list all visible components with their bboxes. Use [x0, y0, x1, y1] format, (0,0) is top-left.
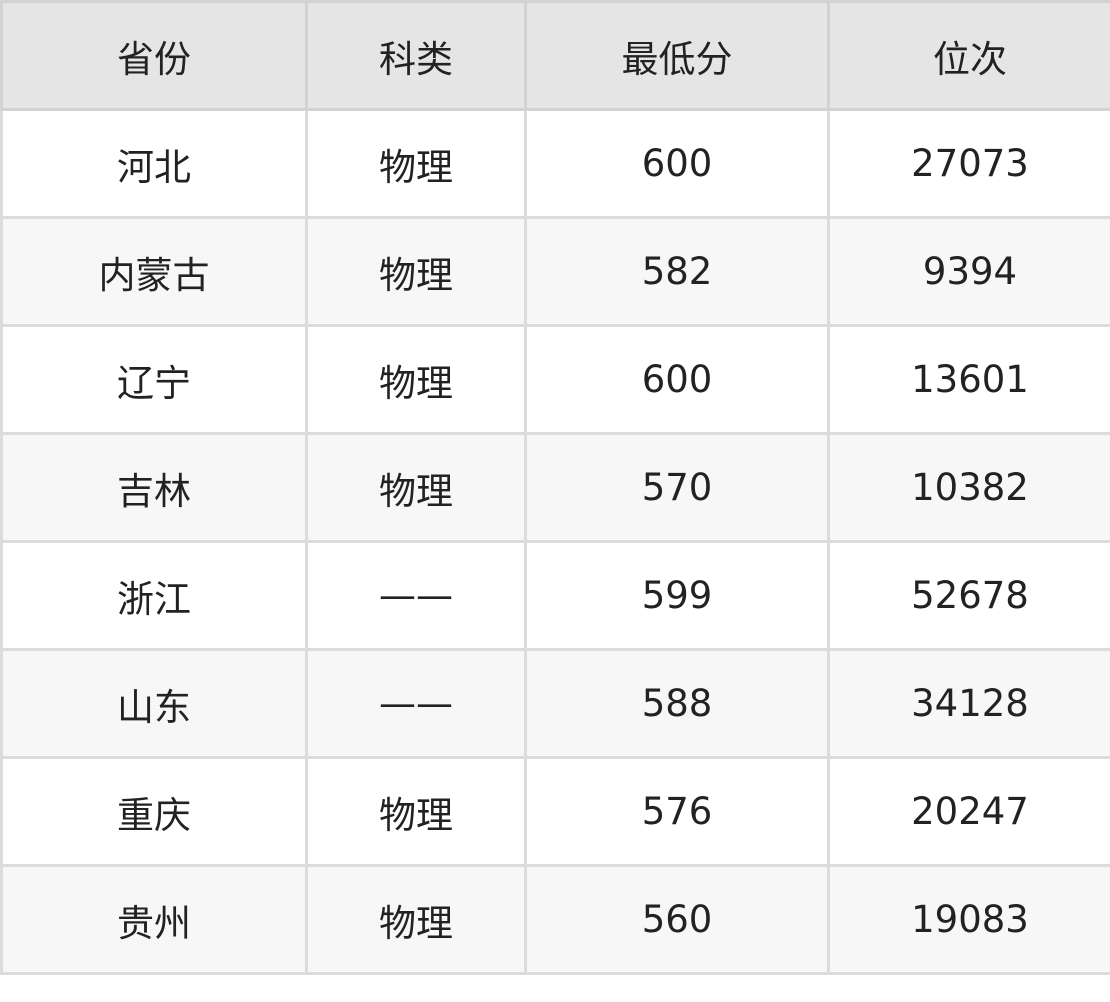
cell-province: 贵州	[0, 864, 308, 975]
table-row: 辽宁 物理 600 13601	[0, 324, 1110, 435]
cell-category: 物理	[305, 216, 527, 327]
cell-min-score: 560	[524, 864, 830, 975]
cell-category: ——	[305, 540, 527, 651]
cell-province: 山东	[0, 648, 308, 759]
table-row: 重庆 物理 576 20247	[0, 756, 1110, 867]
cell-rank: 13601	[827, 324, 1110, 435]
header-category: 科类	[305, 0, 527, 111]
score-table: 省份 科类 最低分 位次 河北 物理 600 27073 内蒙古 物理 582 9394 辽宁物…	[0, 0, 1110, 975]
cell-category: 物理	[305, 864, 527, 975]
cell-min-score: 576	[524, 756, 830, 867]
cell-province: 吉林	[0, 432, 308, 543]
table-row: 吉林 物理 570 10382	[0, 432, 1110, 543]
cell-min-score: 570	[524, 432, 830, 543]
cell-category: 物理	[305, 324, 527, 435]
header-min-score: 最低分	[524, 0, 830, 111]
cell-province: 浙江	[0, 540, 308, 651]
cell-province: 河北	[0, 108, 308, 219]
header-province: 省份	[0, 0, 308, 111]
table-row: 山东 —— 588 34128	[0, 648, 1110, 759]
cell-category: 物理	[305, 432, 527, 543]
cell-min-score: 588	[524, 648, 830, 759]
table-row: 内蒙古 物理 582 9394	[0, 216, 1110, 327]
cell-category: ——	[305, 648, 527, 759]
cell-rank: 10382	[827, 432, 1110, 543]
cell-rank: 9394	[827, 216, 1110, 327]
cell-rank: 20247	[827, 756, 1110, 867]
cell-category: 物理	[305, 108, 527, 219]
table-row: 河北 物理 600 27073	[0, 108, 1110, 219]
cell-rank: 34128	[827, 648, 1110, 759]
table-row: 浙江 —— 599 52678	[0, 540, 1110, 651]
cell-min-score: 599	[524, 540, 830, 651]
cell-province: 辽宁	[0, 324, 308, 435]
cell-min-score: 600	[524, 108, 830, 219]
cell-rank: 27073	[827, 108, 1110, 219]
table-row: 贵州 物理 560 19083	[0, 864, 1110, 975]
cell-rank: 19083	[827, 864, 1110, 975]
cell-province: 重庆	[0, 756, 308, 867]
cell-province: 内蒙古	[0, 216, 308, 327]
cell-rank: 52678	[827, 540, 1110, 651]
cell-min-score: 600	[524, 324, 830, 435]
header-rank: 位次	[827, 0, 1110, 111]
cell-min-score: 582	[524, 216, 830, 327]
header-row: 省份 科类 最低分 位次	[0, 0, 1110, 111]
cell-category: 物理	[305, 756, 527, 867]
